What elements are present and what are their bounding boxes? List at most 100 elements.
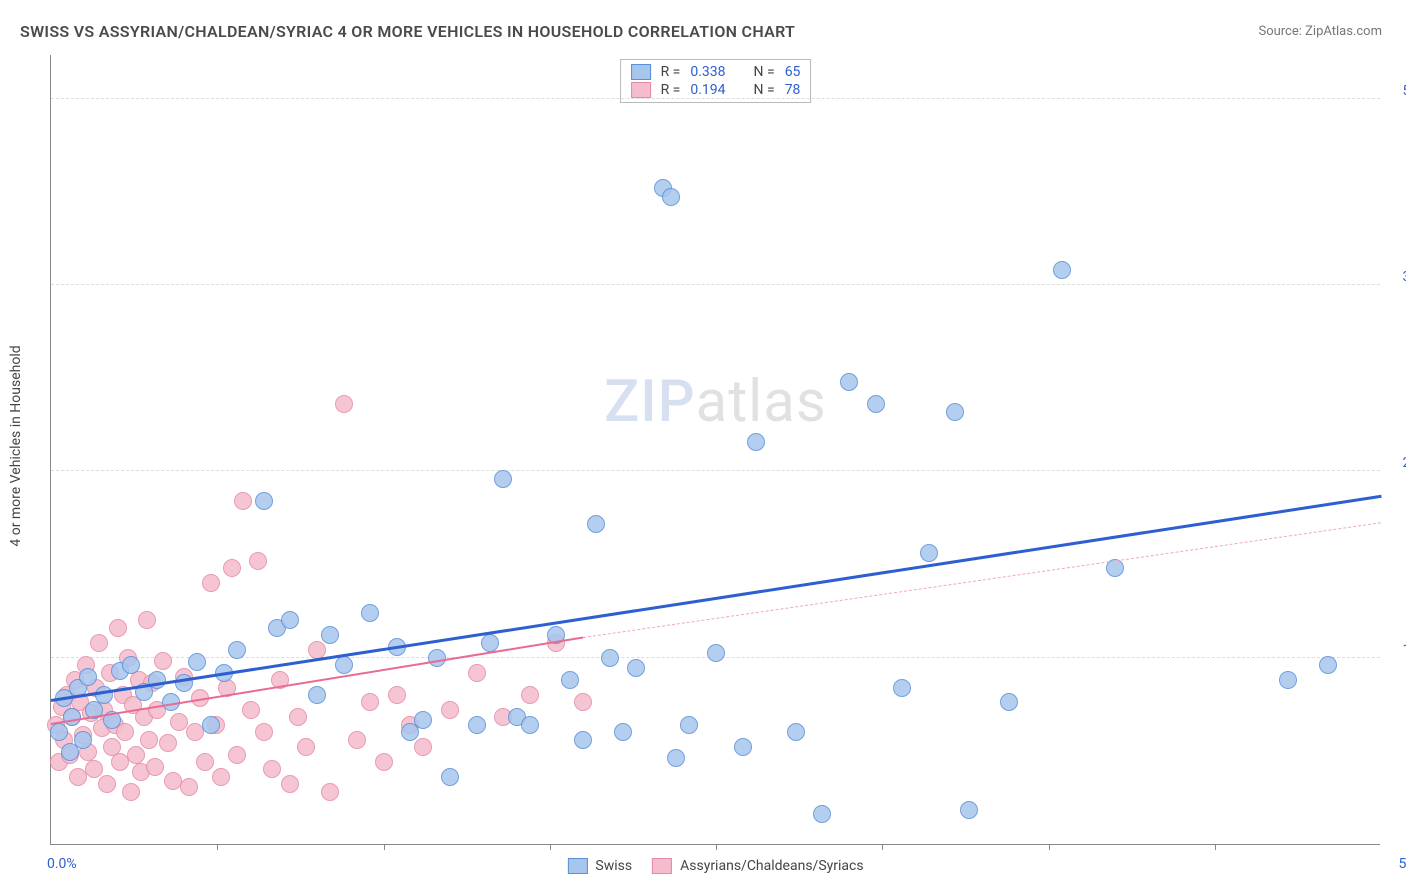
data-point [122, 656, 140, 674]
data-point [95, 686, 113, 704]
legend-series: Swiss Assyrians/Chaldeans/Syriacs [567, 858, 863, 874]
source-label: Source: [1258, 24, 1305, 39]
legend-row: R = 0.338 N = 65 [631, 64, 801, 80]
data-point [747, 433, 765, 451]
data-point [428, 649, 446, 667]
x-tick [384, 844, 385, 850]
data-point [180, 778, 198, 796]
data-point [680, 716, 698, 734]
x-tick-label: 0.0% [47, 856, 77, 872]
y-tick-label: 37.5% [1402, 269, 1406, 285]
data-point [202, 716, 220, 734]
data-point [348, 731, 366, 749]
data-point [441, 768, 459, 786]
data-point [242, 701, 260, 719]
source-attribution: Source: ZipAtlas.com [1258, 24, 1382, 39]
data-point [614, 723, 632, 741]
x-tick [217, 844, 218, 850]
data-point [662, 188, 680, 206]
data-point [893, 679, 911, 697]
data-point [601, 649, 619, 667]
legend-r-label: R = [661, 64, 681, 80]
data-point [587, 515, 605, 533]
legend-swatch [652, 858, 672, 874]
data-point [361, 693, 379, 711]
data-point [188, 653, 206, 671]
data-point [414, 738, 432, 756]
legend-r-value: 0.338 [690, 64, 725, 80]
data-point [212, 768, 230, 786]
data-point [321, 626, 339, 644]
x-tick [1215, 844, 1216, 850]
chart-title: SWISS VS ASSYRIAN/CHALDEAN/SYRIAC 4 OR M… [20, 22, 795, 41]
data-point [79, 668, 97, 686]
data-point [867, 395, 885, 413]
legend-r-label: R = [661, 82, 681, 98]
watermark: ZIPatlas [604, 368, 827, 436]
watermark-zip: ZIP [604, 368, 695, 436]
gridline [51, 98, 1380, 99]
source-link[interactable]: ZipAtlas.com [1305, 24, 1382, 39]
x-tick [882, 844, 883, 850]
data-point [414, 711, 432, 729]
trend-line [51, 495, 1381, 702]
data-point [289, 708, 307, 726]
data-point [441, 701, 459, 719]
x-tick [550, 844, 551, 850]
data-point [1000, 693, 1018, 711]
data-point [521, 686, 539, 704]
data-point [146, 758, 164, 776]
legend-correlation: R =0.338N =65R =0.194N =78 [620, 59, 812, 103]
legend-row: R =0.194N =78 [631, 82, 801, 98]
data-point [90, 634, 108, 652]
x-tick-label: 50.0% [1398, 856, 1406, 872]
data-point [109, 619, 127, 637]
data-point [787, 723, 805, 741]
legend-r-value: 0.194 [690, 82, 725, 98]
data-point [202, 574, 220, 592]
data-point [667, 749, 685, 767]
legend-n-label: N = [754, 64, 775, 80]
data-point [361, 604, 379, 622]
data-point [170, 713, 188, 731]
data-point [840, 373, 858, 391]
data-point [127, 746, 145, 764]
data-point [140, 731, 158, 749]
data-point [138, 611, 156, 629]
data-point [494, 470, 512, 488]
data-point [574, 731, 592, 749]
legend-swatch [631, 64, 651, 80]
data-point [1053, 261, 1071, 279]
data-point [561, 671, 579, 689]
data-point [255, 723, 273, 741]
y-tick-label: 50.0% [1402, 83, 1406, 99]
gridline [51, 470, 1380, 471]
data-point [734, 738, 752, 756]
data-point [521, 716, 539, 734]
watermark-atlas: atlas [696, 368, 827, 436]
data-point [308, 686, 326, 704]
y-tick-label: 25.0% [1402, 455, 1406, 471]
legend-item: Swiss [567, 858, 632, 874]
data-point [223, 559, 241, 577]
data-point [98, 775, 116, 793]
legend-label: Swiss [595, 858, 632, 874]
x-tick [1049, 844, 1050, 850]
data-point [255, 492, 273, 510]
data-point [574, 693, 592, 711]
data-point [228, 746, 246, 764]
legend-item: Assyrians/Chaldeans/Syriacs [652, 858, 863, 874]
legend-n-value: 78 [785, 82, 801, 98]
data-point [321, 783, 339, 801]
legend-n-value: 65 [785, 64, 801, 80]
data-point [63, 708, 81, 726]
data-point [1319, 656, 1337, 674]
data-point [281, 775, 299, 793]
legend-swatch [567, 858, 587, 874]
data-point [468, 664, 486, 682]
data-point [196, 753, 214, 771]
data-point [960, 801, 978, 819]
data-point [234, 492, 252, 510]
data-point [249, 552, 267, 570]
y-axis-label: 4 or more Vehicles in Household [8, 345, 24, 546]
